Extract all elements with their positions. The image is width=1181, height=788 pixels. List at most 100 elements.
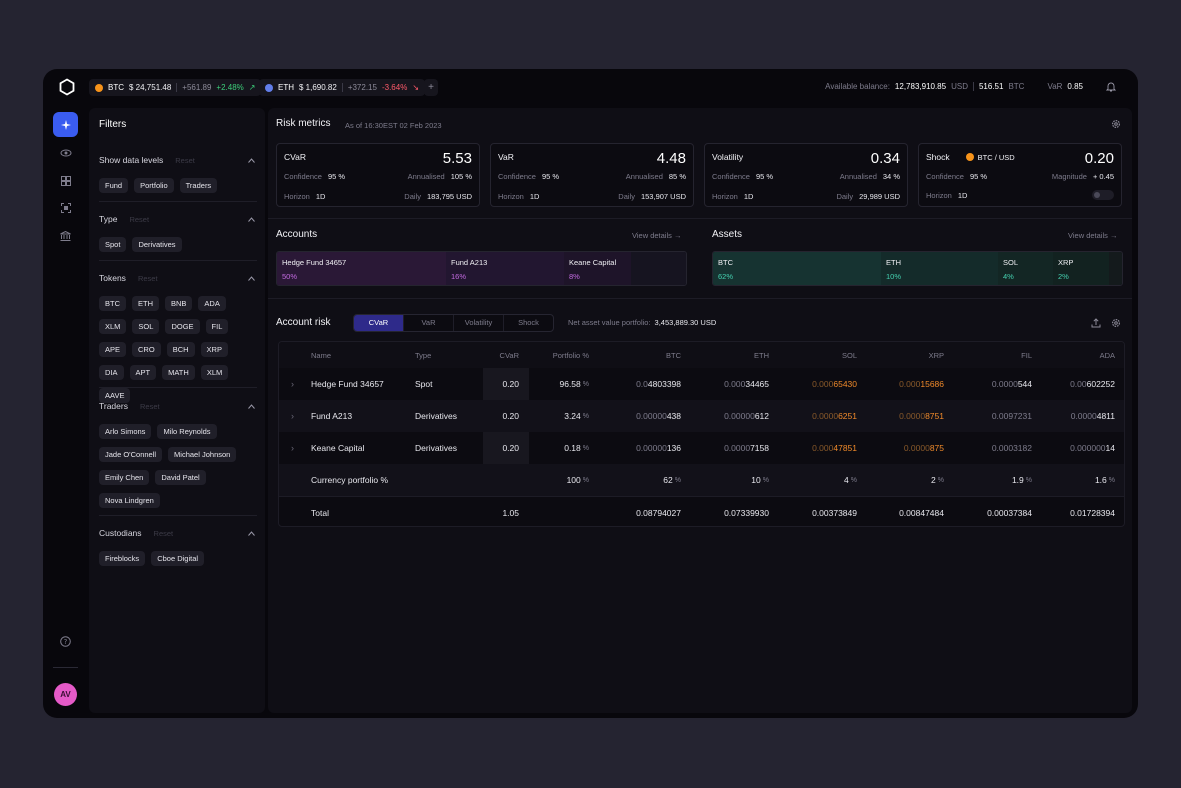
chevron-right-icon[interactable]: › xyxy=(291,411,294,421)
filter-chip[interactable]: Fund xyxy=(99,178,129,193)
filter-chip[interactable]: Jade O'Connell xyxy=(99,447,163,462)
help-icon[interactable]: ? xyxy=(53,629,78,654)
filter-chip[interactable]: APE xyxy=(99,342,127,357)
filter-chip[interactable]: ETH xyxy=(132,296,159,311)
filter-chip[interactable]: Milo Reynolds xyxy=(157,424,217,439)
filter-chip[interactable]: CRO xyxy=(132,342,161,357)
shock-toggle[interactable] xyxy=(1092,190,1114,200)
assets-title: Assets xyxy=(712,229,743,240)
filter-chip[interactable]: Portfolio xyxy=(134,178,174,193)
chevron-up-icon[interactable] xyxy=(248,275,255,281)
filter-chip[interactable]: Emily Chen xyxy=(99,470,150,485)
cell-sol: 0.000 65430 xyxy=(812,379,857,389)
ticker-eth[interactable]: ETH $ 1,690.82 +372.15 -3.64% ↘ xyxy=(259,79,426,96)
reset-button[interactable]: Reset xyxy=(153,528,174,538)
asset-segment[interactable]: XRP 2% xyxy=(1053,252,1109,285)
chevron-right-icon[interactable]: › xyxy=(291,443,294,453)
bank-icon[interactable] xyxy=(53,223,78,248)
grid-icon[interactable] xyxy=(53,168,78,193)
cell-eth: 0.0000 7158 xyxy=(724,443,769,453)
gear-icon[interactable] xyxy=(1111,318,1121,328)
filter-chip[interactable]: XLM xyxy=(99,319,127,334)
column-header[interactable]: XRP xyxy=(928,350,944,360)
filter-chip[interactable]: DIA xyxy=(99,365,124,380)
account-segment[interactable]: Fund A213 16% xyxy=(446,252,564,285)
filter-chip[interactable]: David Patel xyxy=(155,470,206,485)
column-header[interactable]: ETH xyxy=(754,350,769,360)
account-segment[interactable]: Hedge Fund 34657 50% xyxy=(277,252,446,285)
table-row[interactable]: › Keane Capital Derivatives 0.20 0.18% 0.0000… xyxy=(279,432,1124,464)
cell-eth: 0.000 34465 xyxy=(724,379,769,389)
filter-chip[interactable]: DOGE xyxy=(165,319,200,334)
reset-button[interactable]: Reset xyxy=(175,155,195,165)
accounts-view-details-link[interactable]: View details → xyxy=(632,231,682,240)
asset-segment[interactable]: ETH 10% xyxy=(881,252,998,285)
reset-button[interactable]: Reset xyxy=(139,401,160,411)
filter-chip[interactable]: BCH xyxy=(166,342,195,357)
filter-chip[interactable]: Arlo Simons xyxy=(99,424,152,439)
filter-chip[interactable]: Traders xyxy=(179,178,218,193)
asset-segment[interactable]: BTC 62% xyxy=(713,252,881,285)
assets-view-details-link[interactable]: View details → xyxy=(1068,231,1118,240)
cell-xrp: 0.0000 8751 xyxy=(899,411,944,421)
filter-chip[interactable]: ADA xyxy=(198,296,226,311)
export-icon[interactable] xyxy=(1091,318,1101,328)
filter-chip[interactable]: AAVE xyxy=(99,388,131,403)
filters-panel: Filters Show data levels Reset Fund Portfo… xyxy=(89,108,265,713)
avatar[interactable]: AV xyxy=(54,683,77,706)
chevron-right-icon[interactable]: › xyxy=(291,379,294,389)
filter-chip[interactable]: Spot xyxy=(99,237,127,252)
filter-chip[interactable]: Cboe Digital xyxy=(151,551,205,566)
filter-chip[interactable]: Michael Johnson xyxy=(168,447,237,462)
chevron-up-icon[interactable] xyxy=(248,216,255,222)
account-segment[interactable]: Keane Capital 8% xyxy=(564,252,631,285)
metric-card-cvar[interactable]: CVaR 5.53 Confidence 95 % Annualised 105 % … xyxy=(276,143,480,207)
cell-fil: 0.00037384 xyxy=(987,507,1032,518)
reset-button[interactable]: Reset xyxy=(137,273,158,283)
column-header[interactable]: BTC xyxy=(666,350,681,360)
table-row[interactable]: › Hedge Fund 34657 Spot 0.20 96.58% 0.0 480339… xyxy=(279,368,1124,400)
table-row[interactable]: › Fund A213 Derivatives 0.20 3.24% 0.00000 438… xyxy=(279,400,1124,432)
column-header[interactable]: Portfolio % xyxy=(552,350,589,360)
filter-chip[interactable]: Nova Lindgren xyxy=(99,493,160,508)
filter-chip[interactable]: APT xyxy=(129,365,157,380)
reset-button[interactable]: Reset xyxy=(129,214,150,224)
sparkle-icon[interactable] xyxy=(53,112,78,137)
asset-segment[interactable]: SOL 4% xyxy=(998,252,1053,285)
bell-icon[interactable] xyxy=(1106,81,1116,92)
cell-btc: 0.08794027 xyxy=(636,507,681,518)
tab-volatility[interactable]: Volatility xyxy=(454,315,504,331)
tab-cvar[interactable]: CVaR xyxy=(354,315,404,331)
column-header[interactable]: SOL xyxy=(841,350,857,360)
column-header[interactable]: ADA xyxy=(1099,350,1115,360)
column-header[interactable]: CVaR xyxy=(499,350,519,360)
cell-ada: 1.6% xyxy=(1094,475,1115,485)
chevron-up-icon[interactable] xyxy=(248,157,255,163)
chevron-up-icon[interactable] xyxy=(248,403,255,409)
filter-chip[interactable]: MATH xyxy=(162,365,195,380)
filters-title: Filters xyxy=(99,119,127,130)
column-header[interactable]: Name xyxy=(311,350,332,360)
ticker-btc[interactable]: BTC $ 24,751.48 +561.89 +2.48% ↗ xyxy=(89,79,262,96)
metric-card-volatility[interactable]: Volatility 0.34 Confidence 95 % Annualised… xyxy=(704,143,908,207)
column-header[interactable]: FIL xyxy=(1021,350,1032,360)
chevron-up-icon[interactable] xyxy=(248,530,255,536)
orbit-icon[interactable] xyxy=(53,140,78,165)
tab-shock[interactable]: Shock xyxy=(518,318,539,327)
filter-chip[interactable]: BNB xyxy=(165,296,193,311)
add-ticker-button[interactable]: + xyxy=(424,79,438,96)
filter-chip[interactable]: SOL xyxy=(132,319,160,334)
metric-card-var[interactable]: VaR 4.48 Confidence 95 % Annualised 85 % Ho… xyxy=(490,143,694,207)
cell-btc: 62% xyxy=(663,475,681,485)
metric-card-shock[interactable]: Shock BTC / USD 0.20 Confidence 95 % Magnit… xyxy=(918,143,1122,207)
filter-chip[interactable]: XRP xyxy=(200,342,228,357)
gear-icon[interactable] xyxy=(1111,119,1121,129)
filter-chip[interactable]: Fireblocks xyxy=(99,551,146,566)
column-header[interactable]: Type xyxy=(415,350,432,360)
tab-var[interactable]: VaR xyxy=(404,315,454,331)
filter-chip[interactable]: BTC xyxy=(99,296,126,311)
filter-chip[interactable]: FIL xyxy=(205,319,229,334)
scan-icon[interactable] xyxy=(53,195,78,220)
filter-chip[interactable]: Derivatives xyxy=(132,237,182,252)
filter-chip[interactable]: XLM xyxy=(200,365,229,380)
